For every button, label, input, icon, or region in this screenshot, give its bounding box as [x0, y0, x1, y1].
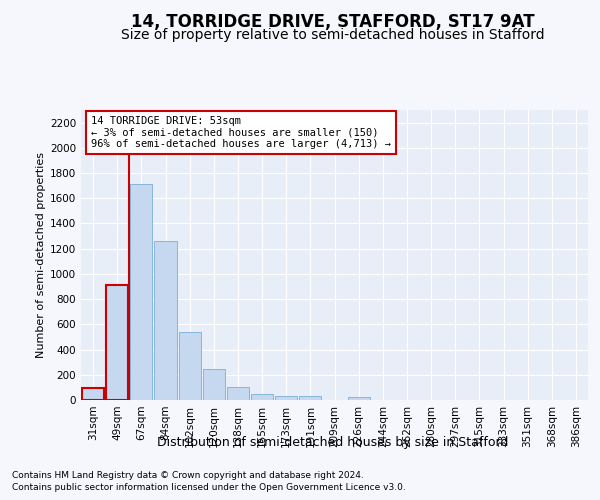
Bar: [130, 184, 152, 400]
Text: Distribution of semi-detached houses by size in Stafford: Distribution of semi-detached houses by …: [157, 436, 509, 449]
Bar: [154, 241, 176, 400]
Bar: [347, 397, 370, 400]
Text: Contains public sector information licensed under the Open Government Licence v3: Contains public sector information licen…: [12, 483, 406, 492]
Bar: [82, 388, 104, 400]
Bar: [227, 387, 249, 400]
Text: Size of property relative to semi-detached houses in Stafford: Size of property relative to semi-detach…: [121, 28, 545, 42]
Bar: [203, 369, 225, 400]
Bar: [275, 396, 298, 400]
Bar: [299, 396, 322, 400]
Bar: [251, 394, 273, 400]
Text: Contains HM Land Registry data © Crown copyright and database right 2024.: Contains HM Land Registry data © Crown c…: [12, 472, 364, 480]
Text: 14, TORRIDGE DRIVE, STAFFORD, ST17 9AT: 14, TORRIDGE DRIVE, STAFFORD, ST17 9AT: [131, 12, 535, 30]
Bar: [106, 286, 128, 400]
Bar: [179, 332, 201, 400]
Text: 14 TORRIDGE DRIVE: 53sqm
← 3% of semi-detached houses are smaller (150)
96% of s: 14 TORRIDGE DRIVE: 53sqm ← 3% of semi-de…: [91, 116, 391, 149]
Y-axis label: Number of semi-detached properties: Number of semi-detached properties: [36, 152, 46, 358]
